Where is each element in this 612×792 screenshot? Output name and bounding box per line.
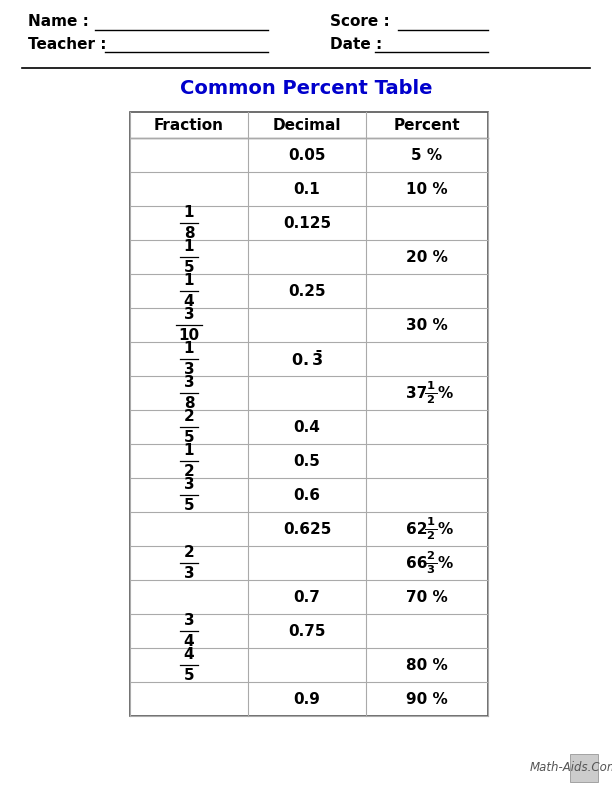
Text: 2: 2 bbox=[427, 551, 435, 561]
Text: 2: 2 bbox=[184, 409, 195, 424]
Text: 1: 1 bbox=[427, 517, 435, 527]
Text: 0.5: 0.5 bbox=[294, 454, 321, 469]
Text: 8: 8 bbox=[184, 226, 195, 241]
Text: 1: 1 bbox=[184, 239, 194, 254]
Text: 4: 4 bbox=[184, 647, 195, 662]
Text: $\mathbf{0.\bar{3}}$: $\mathbf{0.\bar{3}}$ bbox=[291, 349, 323, 369]
Text: 0.6: 0.6 bbox=[294, 488, 321, 502]
Text: Math-Aids.Com: Math-Aids.Com bbox=[530, 761, 612, 774]
Text: 1: 1 bbox=[184, 443, 194, 458]
Text: 1: 1 bbox=[184, 273, 194, 288]
Bar bbox=[130, 112, 488, 716]
Text: Decimal: Decimal bbox=[273, 117, 341, 132]
Text: 37: 37 bbox=[406, 386, 427, 401]
Text: Score :: Score : bbox=[330, 14, 390, 29]
Text: 70 %: 70 % bbox=[406, 589, 448, 604]
Text: 0.625: 0.625 bbox=[283, 521, 331, 536]
Text: 0.05: 0.05 bbox=[288, 147, 326, 162]
Text: 0.7: 0.7 bbox=[294, 589, 321, 604]
Text: 3: 3 bbox=[184, 307, 195, 322]
Text: Teacher :: Teacher : bbox=[28, 37, 106, 52]
Text: 3: 3 bbox=[184, 375, 195, 390]
Text: 30 %: 30 % bbox=[406, 318, 448, 333]
Text: 2: 2 bbox=[427, 395, 435, 405]
Text: %: % bbox=[437, 386, 452, 401]
Text: 5: 5 bbox=[184, 260, 195, 275]
Text: 5: 5 bbox=[184, 668, 195, 683]
Text: 0.125: 0.125 bbox=[283, 215, 331, 230]
Text: 3: 3 bbox=[427, 565, 435, 575]
Text: 90 %: 90 % bbox=[406, 691, 448, 706]
Text: Common Percent Table: Common Percent Table bbox=[180, 79, 432, 98]
Text: 0.1: 0.1 bbox=[294, 181, 320, 196]
Text: 0.4: 0.4 bbox=[294, 420, 321, 435]
Text: 1: 1 bbox=[184, 205, 194, 220]
Text: Name :: Name : bbox=[28, 14, 89, 29]
Text: 0.75: 0.75 bbox=[288, 623, 326, 638]
Text: 0.25: 0.25 bbox=[288, 284, 326, 299]
Text: Fraction: Fraction bbox=[154, 117, 224, 132]
Text: 3: 3 bbox=[184, 362, 195, 377]
Text: 1: 1 bbox=[427, 381, 435, 391]
Text: 3: 3 bbox=[184, 566, 195, 581]
Text: 2: 2 bbox=[427, 531, 435, 541]
Text: 5 %: 5 % bbox=[411, 147, 442, 162]
Text: Date :: Date : bbox=[330, 37, 382, 52]
Text: 62: 62 bbox=[406, 521, 428, 536]
Text: 10: 10 bbox=[179, 328, 200, 343]
Text: 3: 3 bbox=[184, 613, 195, 628]
Text: 5: 5 bbox=[184, 430, 195, 445]
Text: 80 %: 80 % bbox=[406, 657, 448, 672]
Text: 66: 66 bbox=[406, 555, 428, 570]
Text: %: % bbox=[437, 555, 452, 570]
Text: 1: 1 bbox=[184, 341, 194, 356]
Text: 2: 2 bbox=[184, 464, 195, 479]
Bar bbox=[570, 754, 598, 782]
Text: 10 %: 10 % bbox=[406, 181, 448, 196]
Text: 20 %: 20 % bbox=[406, 249, 448, 265]
Text: 5: 5 bbox=[184, 498, 195, 513]
Text: 4: 4 bbox=[184, 634, 195, 649]
Text: %: % bbox=[437, 521, 452, 536]
Text: 4: 4 bbox=[184, 294, 195, 309]
Text: 2: 2 bbox=[184, 545, 195, 560]
Text: Percent: Percent bbox=[394, 117, 460, 132]
Text: 8: 8 bbox=[184, 396, 195, 411]
Text: 0.9: 0.9 bbox=[294, 691, 321, 706]
Text: 3: 3 bbox=[184, 477, 195, 492]
